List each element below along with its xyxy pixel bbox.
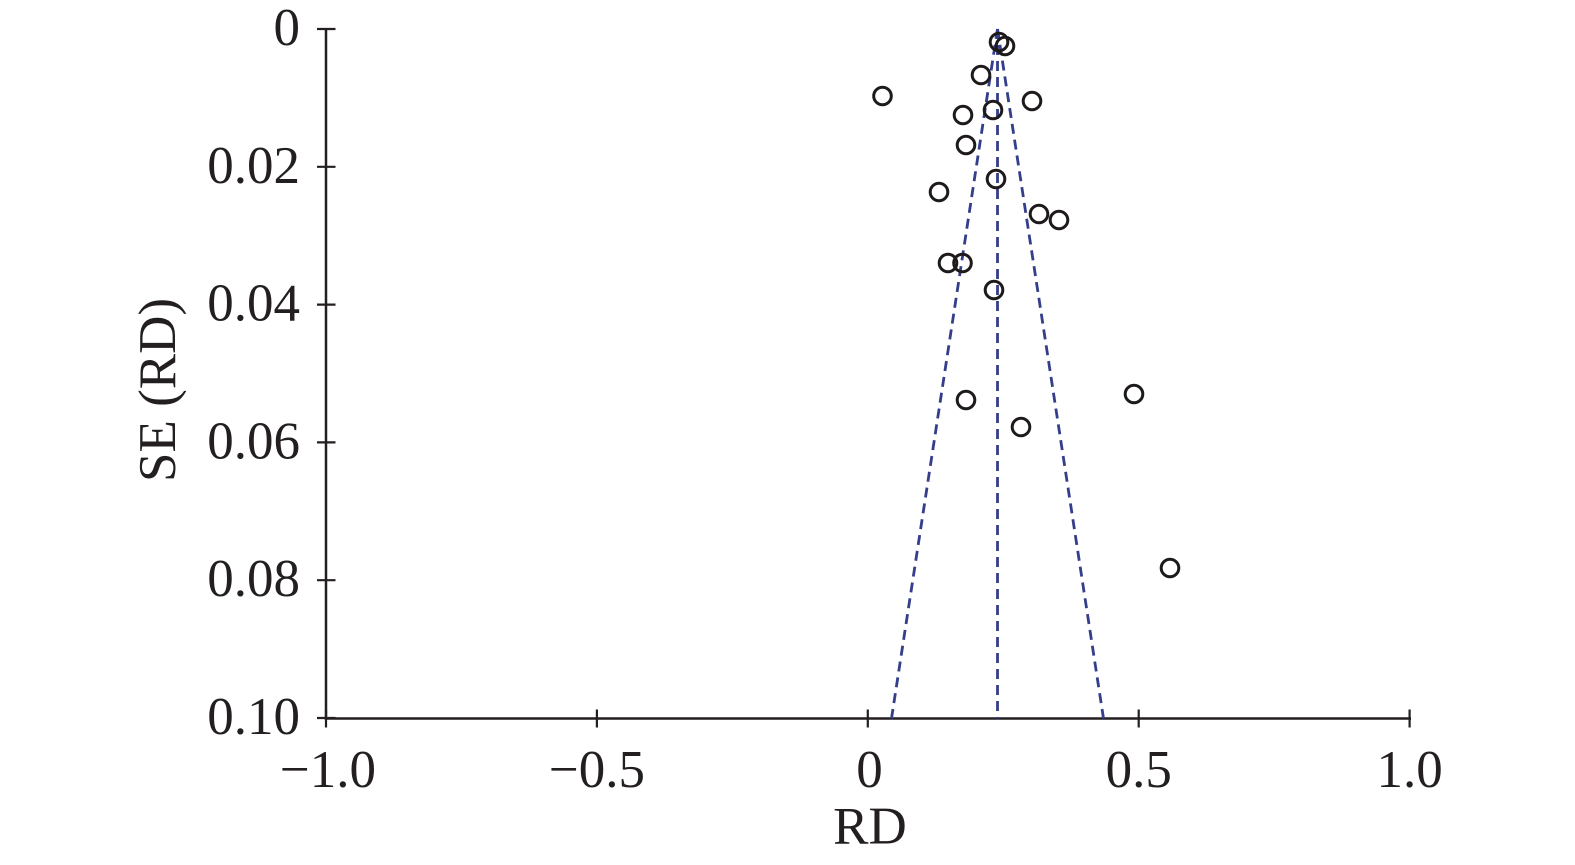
svg-text:−1.0: −1.0 <box>280 741 376 799</box>
svg-text:0: 0 <box>274 0 301 57</box>
svg-text:RD: RD <box>833 798 907 856</box>
svg-text:0.5: 0.5 <box>1106 741 1172 799</box>
svg-text:0.02: 0.02 <box>207 137 300 195</box>
svg-text:0: 0 <box>856 741 883 799</box>
svg-text:0.08: 0.08 <box>207 550 300 608</box>
svg-text:0.04: 0.04 <box>207 275 300 333</box>
svg-text:1.0: 1.0 <box>1376 741 1442 799</box>
svg-text:SE (RD): SE (RD) <box>129 298 187 482</box>
svg-text:0.06: 0.06 <box>207 412 300 470</box>
svg-text:0.10: 0.10 <box>207 688 300 746</box>
svg-text:−0.5: −0.5 <box>549 741 645 799</box>
